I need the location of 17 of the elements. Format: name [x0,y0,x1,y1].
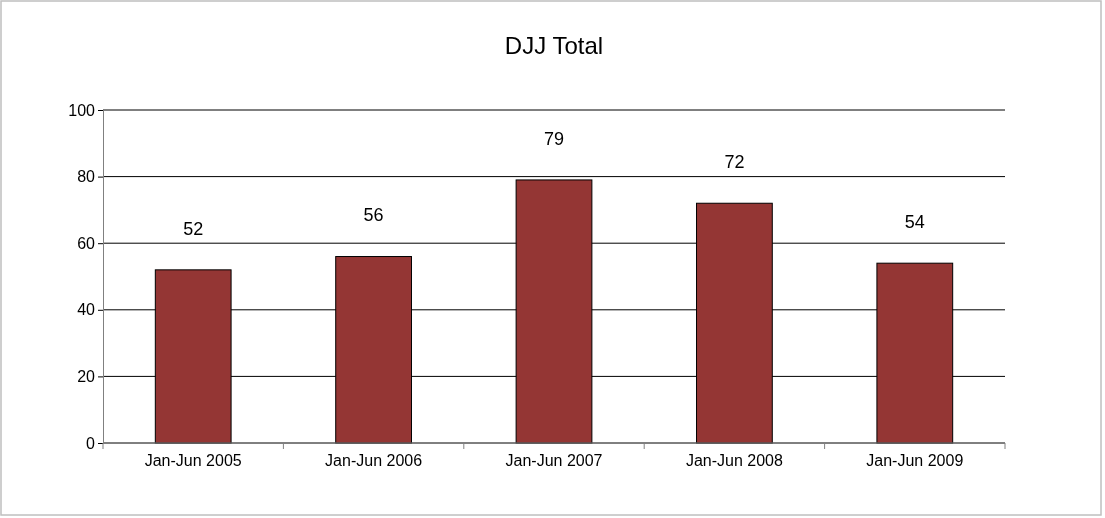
data-label: 56 [363,205,384,226]
x-tick-label: Jan-Jun 2009 [866,452,964,470]
x-tick-label: Jan-Jun 2007 [505,452,603,470]
chart-title: DJJ Total [504,32,604,59]
data-label: 79 [543,128,565,149]
y-tick-label: 60 [77,234,96,252]
y-tick-label: 0 [86,434,96,452]
data-label: 54 [904,211,925,232]
y-tick-label: 20 [77,368,96,386]
x-tick-label: Jan-Jun 2006 [325,452,423,470]
y-tick-label: 40 [77,301,96,319]
data-label: 72 [724,151,745,172]
data-label: 52 [183,218,204,239]
y-tick-label: 80 [77,168,96,186]
x-tick-label: Jan-Jun 2005 [144,452,242,470]
x-tick-label: Jan-Jun 2008 [685,452,783,470]
y-tick-label: 100 [68,101,96,119]
